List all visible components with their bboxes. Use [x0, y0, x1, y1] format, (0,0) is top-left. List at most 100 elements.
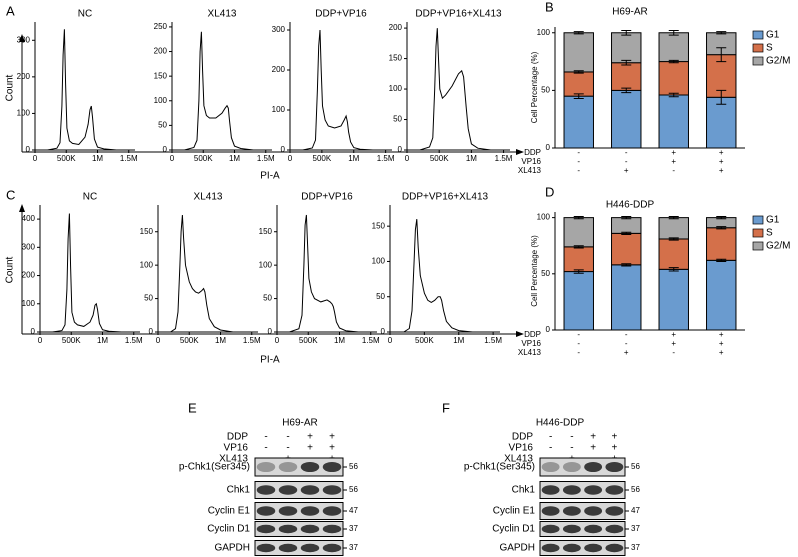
- blot-band: [541, 485, 560, 495]
- y-tick-label: 0: [546, 325, 551, 334]
- condition-label: XL413: [518, 166, 542, 175]
- condition-mark: -: [625, 148, 628, 157]
- error-bar: [573, 245, 584, 249]
- y-tick-label: 150: [154, 71, 168, 80]
- y-tick-label: 0: [398, 145, 403, 154]
- condition-mark: -: [577, 348, 580, 357]
- x-tick-label: 1M: [466, 154, 477, 163]
- condition-mark: +: [611, 443, 617, 454]
- y-axis-title: Count: [5, 256, 16, 283]
- y-axis-title: Count: [5, 74, 16, 101]
- blot-band: [300, 506, 320, 516]
- bar-segment: [658, 217, 689, 240]
- chart-title: DDP+VP16: [315, 9, 367, 20]
- y-tick-label: 0: [268, 327, 273, 336]
- condition-mark: +: [329, 432, 335, 443]
- y-tick-label: 150: [140, 227, 154, 236]
- chart-title: NC: [78, 9, 92, 20]
- histogram-line: [40, 213, 134, 333]
- x-tick-label: 500K: [57, 154, 76, 163]
- condition-label: VP16: [521, 157, 541, 166]
- condition-mark: +: [671, 330, 676, 339]
- panel-label: D: [545, 184, 554, 199]
- blot-band: [562, 485, 581, 495]
- blot-band: [278, 506, 298, 516]
- y-tick-label: 50: [393, 115, 402, 124]
- error-bar: [716, 226, 727, 230]
- histogram-line: [277, 214, 371, 333]
- condition-mark: -: [577, 330, 580, 339]
- legend-label: G2/M: [766, 241, 790, 252]
- y-tick-label: 100: [22, 299, 36, 308]
- error-bar: [621, 29, 632, 36]
- y-tick-label: 300: [17, 35, 31, 44]
- condition-label: VP16: [509, 443, 534, 454]
- y-axis-title: Cell Percentage (%): [530, 235, 539, 307]
- arrow-head: [516, 149, 524, 155]
- y-tick-label: 100: [17, 109, 31, 118]
- error-bar: [573, 215, 584, 220]
- panel-label: C: [6, 187, 15, 202]
- bar-segment: [658, 268, 689, 331]
- blot-band: [605, 461, 624, 473]
- error-bar: [716, 47, 727, 63]
- y-tick-label: 50: [158, 120, 167, 129]
- chart-title: XL413: [194, 192, 223, 203]
- error-bar: [621, 215, 632, 220]
- legend-swatch: [752, 241, 764, 251]
- protein-label: p-Chk1(Ser345): [464, 462, 535, 473]
- y-tick-label: 50: [263, 294, 272, 303]
- y-tick-label: 200: [154, 47, 168, 56]
- blot-band: [256, 485, 276, 495]
- blot-band: [322, 543, 342, 553]
- x-tick-label: 1M: [453, 336, 464, 345]
- mw-label: 37: [349, 543, 358, 552]
- x-tick-label: 1.5M: [120, 154, 138, 163]
- error-bar: [573, 269, 584, 274]
- y-tick-label: 100: [140, 260, 154, 269]
- blot-title: H446-DDP: [536, 418, 585, 429]
- x-tick-label: 0: [388, 336, 393, 345]
- row-a-axes: [19, 34, 524, 155]
- protein-label: p-Chk1(Ser345): [179, 462, 250, 473]
- blot-band: [256, 543, 276, 553]
- histogram-line: [407, 28, 504, 151]
- bar-segment: [658, 32, 689, 63]
- bar-segment: [563, 271, 594, 331]
- condition-mark: -: [577, 148, 580, 157]
- error-bar: [668, 237, 679, 241]
- panel-label: E: [188, 400, 197, 415]
- condition-mark: +: [719, 339, 724, 348]
- y-tick-label: 0: [281, 145, 286, 154]
- condition-mark: +: [671, 157, 676, 166]
- bar-segment: [658, 94, 689, 149]
- x-tick-label: 0: [288, 154, 293, 163]
- y-tick-label: 100: [537, 213, 551, 222]
- error-bar: [621, 87, 632, 94]
- blot-band: [584, 461, 603, 473]
- condition-mark: -: [286, 443, 289, 454]
- x-tick-label: 0: [38, 336, 43, 345]
- x-tick-label: 1.5M: [484, 336, 502, 345]
- error-bar: [716, 31, 727, 35]
- condition-label: XL413: [518, 348, 542, 357]
- condition-mark: +: [590, 443, 596, 454]
- condition-mark: -: [549, 443, 552, 454]
- mw-label: 56: [349, 462, 358, 471]
- condition-mark: +: [307, 443, 313, 454]
- y-tick-label: 300: [272, 25, 286, 34]
- blot-band: [562, 543, 581, 553]
- blot-band: [256, 461, 276, 473]
- x-tick-label: 500K: [180, 336, 199, 345]
- condition-mark: -: [577, 157, 580, 166]
- protein-label: GAPDH: [499, 543, 535, 554]
- y-tick-label: 0: [163, 145, 168, 154]
- arrow-head: [19, 204, 25, 212]
- x-tick-label: 0: [156, 336, 161, 345]
- error-bar: [621, 231, 632, 235]
- condition-mark: -: [577, 339, 580, 348]
- condition-mark: -: [570, 443, 573, 454]
- error-bar: [573, 70, 584, 74]
- bar-segment: [611, 264, 642, 331]
